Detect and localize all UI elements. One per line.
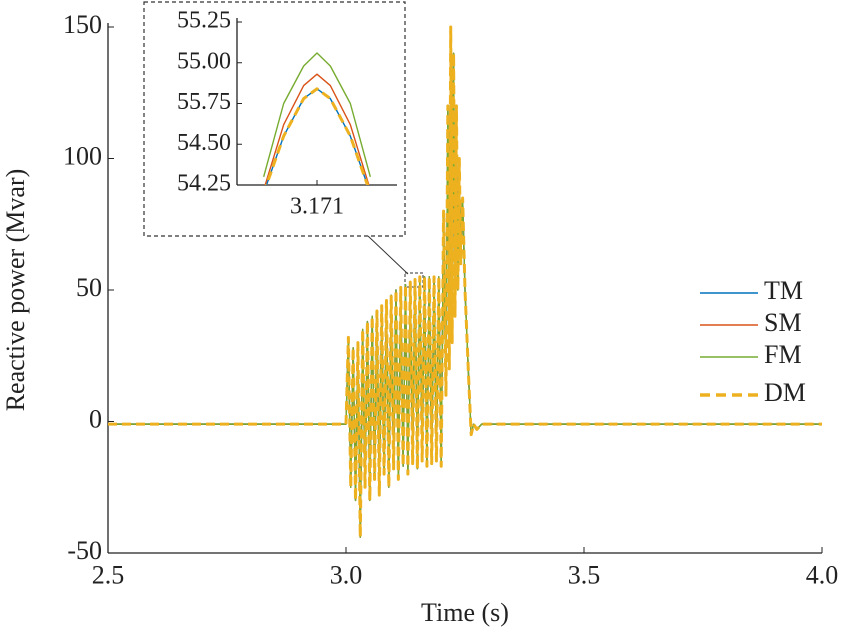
zoom-connector	[367, 235, 409, 275]
legend-label: TM	[764, 276, 803, 305]
line-sm	[264, 73, 370, 185]
x-axis-label: Time (s)	[421, 598, 509, 627]
y-tick-label: -50	[67, 536, 102, 565]
legend-label: SM	[764, 308, 802, 337]
y-tick-label: 54.50	[177, 130, 231, 156]
y-tick-label: 55.75	[177, 89, 231, 115]
line-dm	[264, 87, 370, 185]
legend-label: FM	[764, 340, 802, 369]
y-tick-label: 54.25	[177, 171, 231, 197]
y-tick-label: 55.25	[177, 8, 231, 34]
y-tick-label: 0	[89, 404, 102, 433]
y-tick-label: 55.00	[177, 48, 231, 74]
inset-frame	[143, 1, 406, 237]
plot-lines	[262, 52, 372, 185]
line-fm	[262, 52, 372, 178]
y-tick-label: 150	[63, 10, 102, 39]
x-tick-label: 3.5	[568, 561, 601, 590]
legend-label: DM	[764, 378, 806, 407]
x-tick-label: 3.0	[330, 561, 363, 590]
y-tick-label: 100	[63, 141, 102, 170]
line-dm	[108, 25, 822, 539]
x-tick-label: 2.5	[92, 561, 125, 590]
y-axis-label: Reactive power (Mvar)	[1, 169, 30, 412]
x-tick-label: 3.171	[290, 193, 344, 219]
plot-lines	[108, 25, 822, 539]
y-tick-label: 50	[76, 273, 102, 302]
x-tick-label: 4.0	[806, 561, 839, 590]
